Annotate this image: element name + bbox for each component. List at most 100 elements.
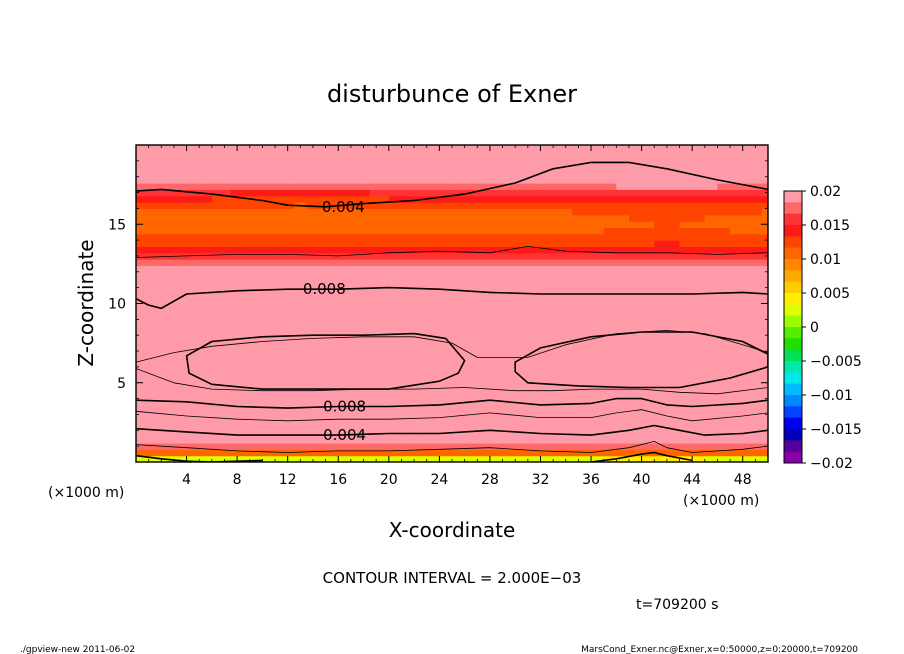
field-cell: [508, 164, 516, 171]
field-cell: [458, 449, 466, 457]
field-cell: [483, 151, 491, 159]
field-cell: [136, 145, 143, 152]
field-cell: [546, 164, 554, 171]
field-cell: [515, 195, 523, 203]
field-cell: [565, 442, 573, 450]
field-cell: [401, 423, 409, 431]
field-cell: [749, 164, 756, 171]
field-cell: [553, 449, 561, 457]
field-cell: [742, 240, 750, 248]
field-cell: [508, 297, 516, 305]
field-cell: [591, 430, 598, 438]
field-cell: [736, 303, 744, 311]
field-cell: [572, 379, 579, 387]
field-cell: [312, 195, 320, 203]
field-cell: [275, 328, 282, 336]
field-cell: [679, 164, 687, 171]
field-cell: [591, 195, 598, 203]
field-cell: [148, 341, 156, 349]
field-cell: [275, 423, 282, 431]
field-cell: [395, 341, 403, 349]
field-cell: [243, 284, 251, 292]
field-cell: [199, 436, 207, 444]
field-cell: [515, 423, 523, 431]
field-cell: [470, 183, 478, 190]
field-cell: [559, 278, 567, 286]
field-cell: [692, 221, 700, 229]
field-cell: [420, 297, 428, 305]
field-cell: [243, 430, 251, 438]
field-cell: [180, 411, 188, 419]
field-cell: [161, 290, 169, 298]
field-cell: [711, 265, 719, 273]
field-cell: [603, 195, 611, 203]
field-cell: [382, 151, 390, 159]
field-cell: [218, 347, 226, 355]
field-cell: [685, 195, 693, 203]
field-cell: [319, 366, 327, 374]
field-cell: [186, 404, 194, 412]
field-cell: [199, 145, 207, 152]
field-cell: [306, 322, 314, 330]
field-cell: [439, 398, 447, 406]
field-cell: [344, 309, 352, 317]
field-cell: [755, 202, 763, 209]
field-cell: [312, 202, 320, 209]
field-cell: [742, 341, 750, 349]
field-cell: [723, 157, 731, 165]
field-cell: [426, 341, 434, 349]
field-cell: [572, 252, 579, 260]
field-cell: [237, 385, 245, 393]
field-cell: [515, 183, 523, 190]
field-cell: [300, 360, 308, 368]
field-cell: [357, 379, 365, 387]
field-cell: [477, 328, 485, 336]
field-cell: [300, 309, 308, 317]
field-cell: [167, 208, 175, 216]
field-cell: [306, 221, 314, 229]
field-cell: [603, 366, 611, 374]
field-cell: [730, 157, 737, 165]
field-cell: [407, 221, 415, 229]
field-cell: [565, 151, 573, 159]
field-cell: [572, 176, 579, 184]
field-cell: [369, 442, 377, 450]
field-cell: [452, 157, 459, 165]
field-cell: [407, 278, 415, 286]
field-cell: [154, 379, 162, 387]
field-cell: [180, 145, 188, 152]
field-cell: [641, 252, 649, 260]
field-cell: [249, 385, 257, 393]
field-cell: [433, 373, 440, 381]
field-cell: [742, 252, 750, 260]
field-cell: [660, 151, 668, 159]
field-cell: [230, 214, 238, 222]
field-cell: [382, 221, 390, 229]
field-cell: [527, 157, 535, 165]
field-cell: [300, 259, 308, 267]
field-cell: [730, 271, 737, 279]
field-cell: [553, 271, 561, 279]
field-cell: [679, 227, 687, 235]
field-cell: [382, 240, 390, 248]
field-cell: [591, 278, 598, 286]
field-cell: [616, 417, 624, 425]
field-cell: [452, 423, 459, 431]
field-cell: [685, 284, 693, 292]
field-cell: [338, 341, 346, 349]
field-cell: [692, 417, 700, 425]
field-cell: [692, 404, 700, 412]
field-cell: [433, 145, 440, 152]
field-cell: [698, 246, 706, 254]
field-cell: [616, 392, 624, 400]
field-cell: [692, 449, 700, 457]
field-cell: [673, 278, 681, 286]
field-cell: [610, 221, 617, 229]
field-cell: [395, 195, 403, 203]
field-cell: [679, 189, 687, 197]
field-cell: [717, 195, 725, 203]
field-cell: [755, 297, 763, 305]
field-cell: [546, 233, 554, 241]
field-cell: [154, 284, 162, 292]
